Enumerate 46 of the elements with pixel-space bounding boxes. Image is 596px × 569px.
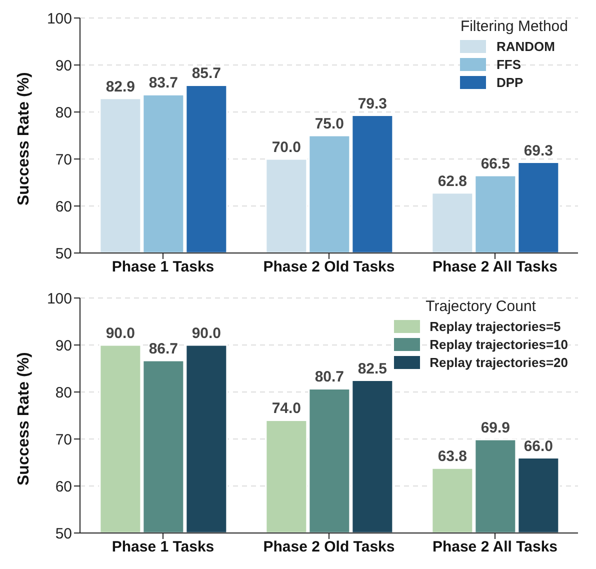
y-tick-label: 70 <box>55 431 72 448</box>
x-tick-label: Phase 2 Old Tasks <box>263 258 395 276</box>
data-label: 86.7 <box>148 340 178 358</box>
y-tick-label: 50 <box>55 525 72 542</box>
y-tick-label: 100 <box>46 10 72 28</box>
data-label: 82.9 <box>106 78 136 96</box>
data-label: 62.8 <box>438 172 468 190</box>
y-tick-label: 90 <box>55 57 72 74</box>
y-tick-label: 90 <box>55 337 72 354</box>
legend-label: DPP <box>496 75 524 90</box>
data-label: 74.0 <box>272 400 302 418</box>
y-tick-label: 80 <box>55 104 72 122</box>
y-axis-title: Success Rate (%) <box>16 352 33 486</box>
legend-title: Trajectory Count <box>424 298 537 315</box>
legend-label: RANDOM <box>496 39 555 54</box>
data-label: 83.7 <box>148 74 178 92</box>
data-label: 80.7 <box>314 368 344 386</box>
data-label: 69.3 <box>524 142 554 160</box>
x-tick-label: Phase 2 All Tasks <box>432 538 558 556</box>
data-label: 90.0 <box>192 325 222 342</box>
x-tick-label: Phase 1 Tasks <box>112 538 214 556</box>
x-tick-label: Phase 2 All Tasks <box>432 258 558 276</box>
data-label: 66.5 <box>480 155 510 172</box>
legend-label: FFS <box>496 57 521 72</box>
data-label: 75.0 <box>314 116 344 132</box>
y-tick-label: 100 <box>46 290 72 308</box>
legend-label: Replay trajectories=10 <box>430 337 568 352</box>
data-label: 70.0 <box>272 139 302 156</box>
data-label: 90.0 <box>106 325 136 342</box>
data-label: 69.9 <box>480 419 510 436</box>
data-label: 85.7 <box>192 65 222 82</box>
x-tick-label: Phase 2 Old Tasks <box>263 538 395 556</box>
data-label: 79.3 <box>358 95 388 112</box>
x-tick-label: Phase 1 Tasks <box>112 258 214 276</box>
y-tick-label: 60 <box>55 478 72 496</box>
data-label: 66.0 <box>524 438 554 455</box>
legend-label: Replay trajectories=20 <box>430 355 568 370</box>
y-tick-label: 60 <box>55 198 72 216</box>
y-axis-title: Success Rate (%) <box>16 72 33 206</box>
legend-title: Filtering Method <box>460 18 568 35</box>
data-label: 82.5 <box>358 360 388 378</box>
y-tick-label: 50 <box>55 245 72 262</box>
y-tick-label: 70 <box>55 151 72 168</box>
data-label: 63.8 <box>438 448 468 466</box>
legend-label: Replay trajectories=5 <box>430 319 561 334</box>
y-tick-label: 80 <box>55 384 72 402</box>
